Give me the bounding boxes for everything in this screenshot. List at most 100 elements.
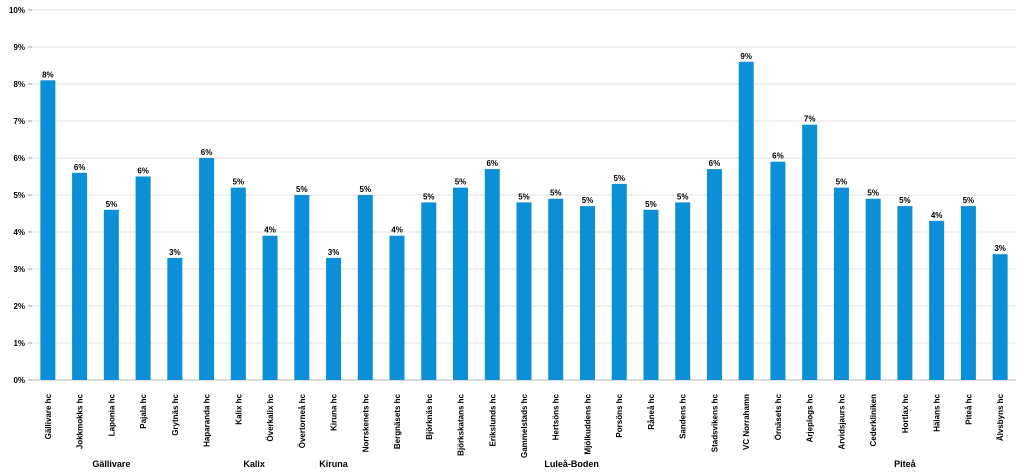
data-label: 5%	[613, 174, 625, 183]
data-label: 9%	[740, 52, 752, 61]
bar	[453, 187, 469, 380]
x-tick-label: Pajala hc	[139, 393, 148, 428]
x-tick-label: Överkalix hc	[266, 393, 275, 441]
y-tick-label: 9%	[13, 43, 25, 52]
y-tick-label: 10%	[9, 6, 25, 15]
x-tick-label: Haparanda hc	[203, 393, 212, 446]
x-tick-label: Hortlax hc	[901, 393, 910, 433]
x-tick-label: Cederkliniken	[869, 394, 878, 447]
data-label: 6%	[772, 152, 784, 161]
x-tick-label: Laponia hc	[107, 393, 116, 436]
data-label: 5%	[963, 196, 975, 205]
data-label: 5%	[582, 196, 594, 205]
group-labels: Gällivare Kalix Kiruna Luleå-Boden Piteå	[92, 459, 916, 469]
bar	[611, 183, 627, 380]
y-tick-label: 5%	[13, 191, 25, 200]
x-tick-label: Hälans hc	[933, 393, 942, 431]
data-label: 5%	[360, 185, 372, 194]
y-tick-label: 4%	[13, 228, 25, 237]
data-label: 6%	[709, 159, 721, 168]
x-tick-label: Piteå hc	[964, 393, 973, 424]
data-label: 4%	[391, 226, 403, 235]
bar	[199, 158, 215, 380]
y-tick-label: 0%	[13, 376, 25, 385]
y-tick-label: 2%	[13, 302, 25, 311]
bar	[770, 161, 786, 380]
bar	[833, 187, 849, 380]
bar	[262, 235, 278, 380]
data-label: 6%	[137, 167, 149, 176]
bar	[135, 176, 151, 380]
x-tick-label: Bergnäsets hc	[393, 393, 402, 449]
bar	[40, 80, 56, 381]
x-axis-labels: Gällivare hc Jokkmokks hc Laponia hc Pajala…	[44, 393, 1005, 458]
bar	[389, 235, 405, 380]
data-label: 6%	[486, 159, 498, 168]
y-tick-label: 8%	[13, 80, 25, 89]
data-label: 3%	[328, 248, 340, 257]
data-label: 3%	[169, 248, 181, 257]
data-label: 5%	[836, 178, 848, 187]
bar	[706, 169, 722, 380]
data-label: 6%	[201, 148, 213, 157]
x-tick-label: Björkskatans hc	[457, 393, 466, 455]
group-label: Kiruna	[319, 459, 348, 469]
data-label: 5%	[645, 200, 657, 209]
x-tick-label: Kiruna hc	[330, 393, 339, 430]
x-tick-label: Övertorneå hc	[298, 393, 307, 448]
bar	[72, 172, 88, 380]
data-label: 5%	[296, 185, 308, 194]
data-label: 5%	[677, 192, 689, 201]
x-tick-label: Stadsvikens hc	[710, 393, 719, 452]
data-label: 4%	[931, 211, 943, 220]
bar	[548, 198, 564, 380]
group-label: Kalix	[243, 459, 265, 469]
data-label: 5%	[899, 196, 911, 205]
bar	[326, 257, 342, 380]
x-tick-label: Gällivare hc	[44, 393, 53, 439]
data-label: 5%	[550, 189, 562, 198]
bar	[675, 202, 691, 380]
data-label: 5%	[867, 189, 879, 198]
bars	[40, 61, 1008, 381]
x-tick-label: Arjeplogs hc	[806, 393, 815, 442]
x-tick-label: Björknäs hc	[425, 393, 434, 439]
bar	[579, 206, 595, 380]
bar	[897, 206, 913, 380]
data-label: 5%	[233, 178, 245, 187]
data-label: 7%	[804, 115, 816, 124]
data-label: 8%	[42, 70, 54, 79]
bar	[167, 257, 183, 380]
bar	[421, 202, 437, 380]
x-tick-label: Råneå hc	[647, 393, 656, 429]
bar	[643, 209, 659, 380]
x-tick-label: Arvidsjaurs hc	[837, 393, 846, 449]
x-tick-label: Norrskenets hc	[361, 393, 370, 452]
bar	[357, 195, 373, 380]
x-tick-label: Hertsöns hc	[552, 393, 561, 440]
bar	[960, 206, 976, 380]
x-tick-label: Kalix hc	[234, 393, 243, 424]
x-tick-label: Gammelstads hc	[520, 393, 529, 458]
data-label: 5%	[518, 192, 530, 201]
y-tick-label: 3%	[13, 265, 25, 274]
y-axis: 0% 1% 2% 3% 4% 5% 6% 7% 8% 9% 10%	[9, 6, 32, 385]
bar	[230, 187, 246, 380]
data-label: 5%	[455, 178, 467, 187]
x-tick-label: Jokkmokks hc	[76, 393, 85, 449]
x-tick-label: Porsöns hc	[615, 393, 624, 437]
data-label: 6%	[74, 163, 86, 172]
data-label: 4%	[264, 226, 276, 235]
bar	[103, 209, 119, 380]
y-tick-label: 7%	[13, 117, 25, 126]
bar	[294, 195, 310, 380]
x-tick-label: Mjölkuddens hc	[583, 393, 592, 454]
x-tick-label: Grytnäs hc	[171, 393, 180, 435]
group-label: Piteå	[894, 459, 917, 469]
bar	[802, 124, 818, 380]
bar	[484, 169, 500, 380]
group-label: Luleå-Boden	[544, 459, 599, 469]
y-tick-label: 1%	[13, 339, 25, 348]
x-tick-label: Örnäsets hc	[774, 393, 783, 440]
